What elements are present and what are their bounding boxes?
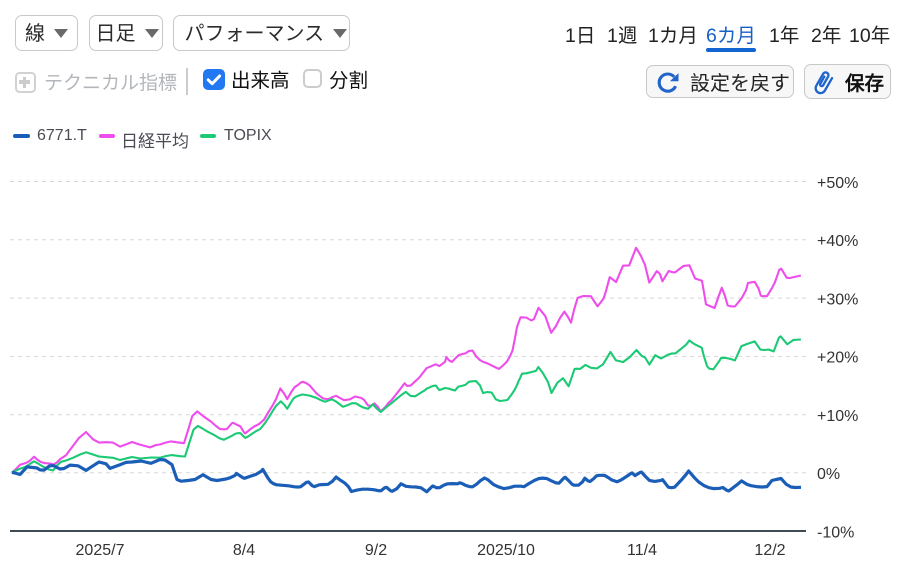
svg-text:0%: 0% bbox=[817, 466, 840, 483]
svg-text:12/2: 12/2 bbox=[754, 542, 785, 559]
svg-text:+50%: +50% bbox=[817, 175, 858, 192]
svg-text:2025/7: 2025/7 bbox=[76, 542, 125, 559]
svg-text:+40%: +40% bbox=[817, 233, 858, 250]
svg-text:+30%: +30% bbox=[817, 291, 858, 308]
svg-text:+20%: +20% bbox=[817, 350, 858, 367]
svg-text:11/4: 11/4 bbox=[627, 542, 657, 559]
svg-text:+10%: +10% bbox=[817, 408, 858, 425]
svg-text:2025/10: 2025/10 bbox=[477, 542, 535, 559]
svg-text:-10%: -10% bbox=[817, 524, 854, 541]
svg-text:9/2: 9/2 bbox=[365, 542, 387, 559]
svg-text:8/4: 8/4 bbox=[233, 542, 255, 559]
